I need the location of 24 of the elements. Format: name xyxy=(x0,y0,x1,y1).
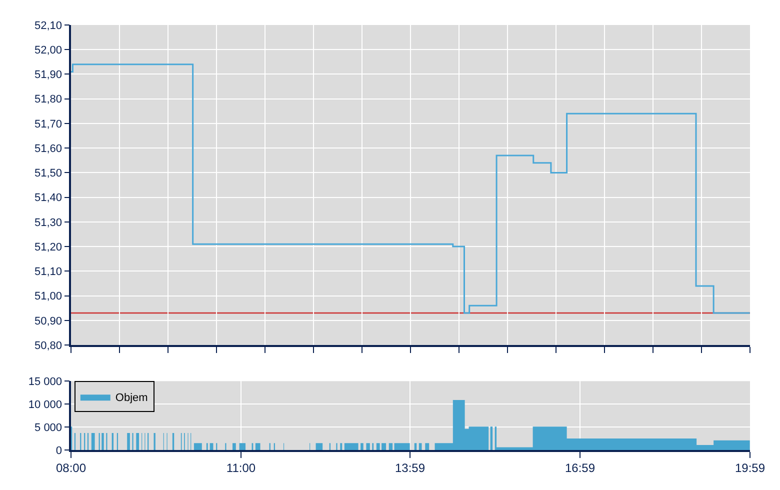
x-tick-label: 16:59 xyxy=(564,461,596,476)
y-tick-label: 52,10 xyxy=(34,20,62,32)
x-tick-label: 19:59 xyxy=(734,461,766,476)
y-tick-label: 51,00 xyxy=(34,290,62,303)
y-tick-label: 5 000 xyxy=(34,422,62,434)
y-tick-label: 51,10 xyxy=(34,266,62,278)
x-tick-label: 08:00 xyxy=(56,461,86,476)
x-tick-label: 13:59 xyxy=(395,461,426,476)
y-tick-label: 51,50 xyxy=(34,168,62,180)
y-tick-label: 50,80 xyxy=(34,340,62,352)
y-tick-label: 51,20 xyxy=(34,241,62,254)
y-tick-label: 0 xyxy=(56,444,62,457)
y-tick-label: 15 000 xyxy=(28,376,62,388)
y-tick-label: 50,90 xyxy=(34,315,62,328)
y-tick-label: 10 000 xyxy=(28,398,62,411)
y-tick-label: 51,30 xyxy=(34,216,62,229)
x-tick-label: 11:00 xyxy=(226,461,256,476)
y-tick-label: 51,70 xyxy=(34,118,62,130)
y-tick-label: 51,80 xyxy=(34,94,62,106)
y-tick-label: 51,60 xyxy=(34,142,62,155)
y-tick-label: 52,00 xyxy=(34,44,62,56)
y-tick-label: 51,40 xyxy=(34,192,62,204)
legend-label: Objem xyxy=(115,392,148,404)
y-tick-label: 51,90 xyxy=(34,69,62,82)
